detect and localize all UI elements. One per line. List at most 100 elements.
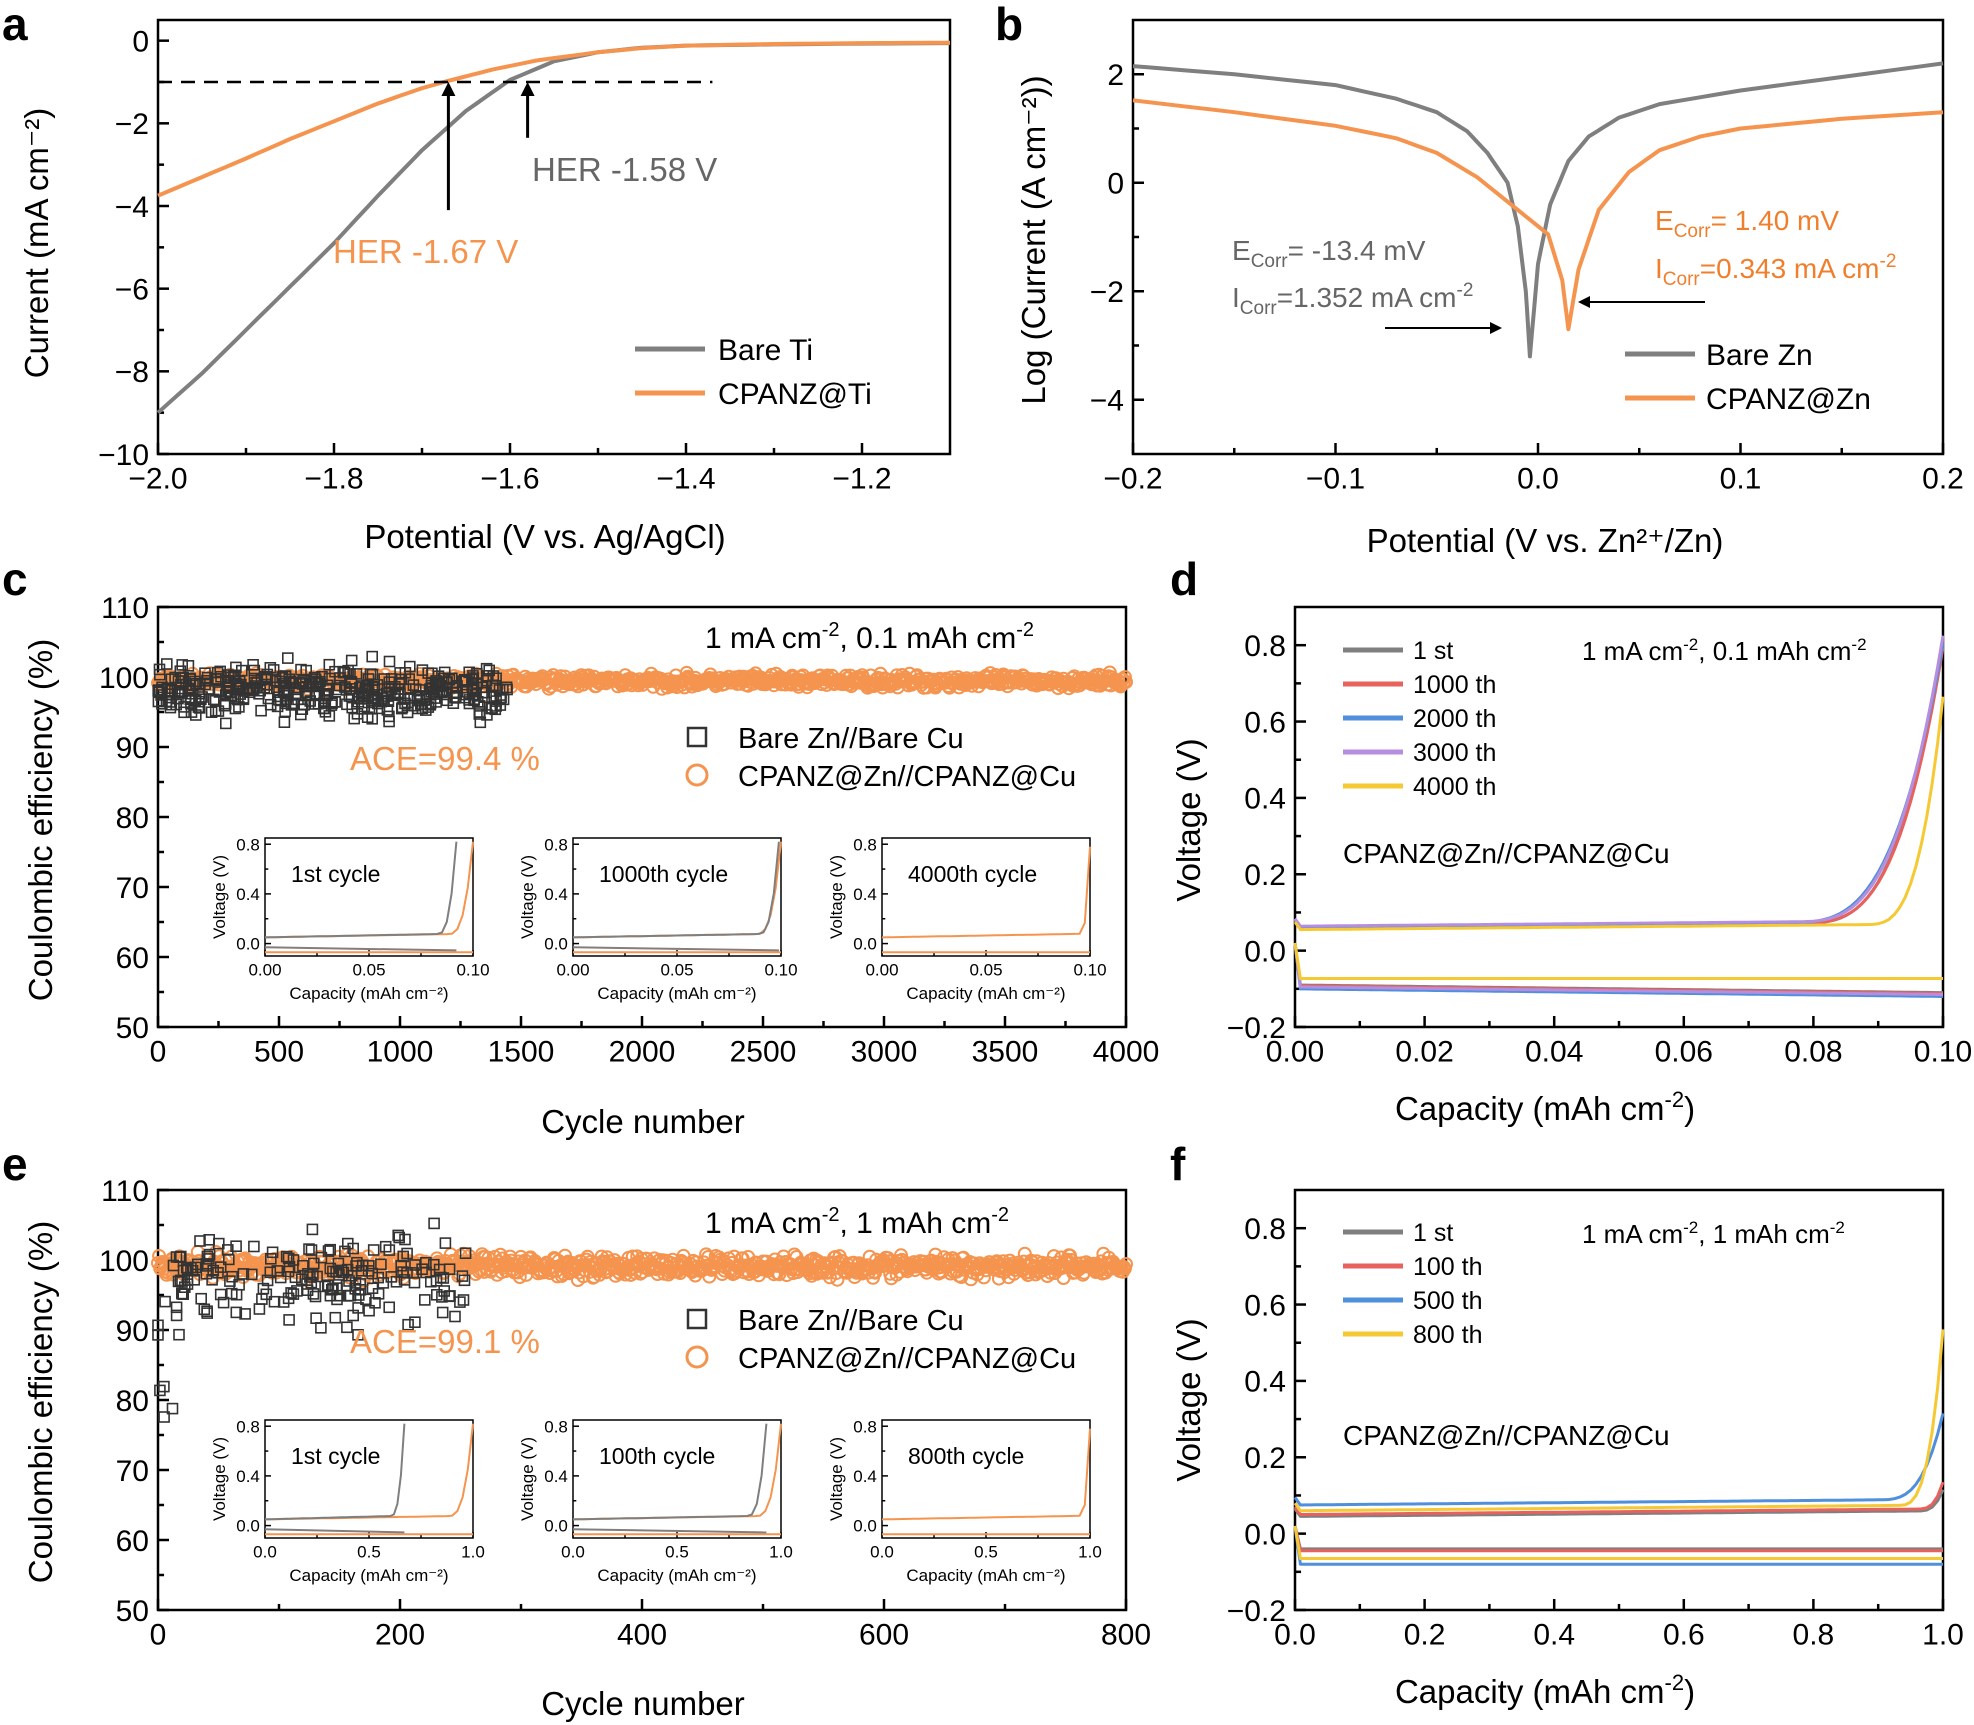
panel-b-xtick-label: 0.1 <box>1720 463 1762 496</box>
panel-c-point-bare <box>161 658 173 670</box>
panel-c-point-bare <box>279 670 292 682</box>
panel-e-point-bare <box>341 1263 354 1276</box>
panel-d-ytick-label: 0.4 <box>1244 783 1286 816</box>
panel-c-inset-1-ytick-label: 0.0 <box>236 935 260 954</box>
panel-c-inset-2-gray-strip <box>572 946 779 952</box>
panel-c-ytick-label: 80 <box>116 802 149 835</box>
panel-e-point-bare <box>459 1247 472 1259</box>
panel-e-inset-2-xtick-label: 0.5 <box>665 1543 689 1562</box>
panel-c-point-bare <box>298 698 311 711</box>
panel-c-inset-1-xtick-label: 0.10 <box>456 961 489 980</box>
panel-d-xtick-label: 0.06 <box>1655 1036 1713 1069</box>
panel-e-point-bare <box>367 1244 380 1256</box>
panel-c-point-bare <box>169 671 181 684</box>
panel-e-point-bare <box>343 1275 355 1287</box>
panel-e-point-bare <box>356 1259 369 1272</box>
panel-c-point-bare <box>193 695 205 708</box>
panel-a-ytick-label: 0 <box>132 25 149 58</box>
panel-a-series-cpanz-ti <box>157 40 951 198</box>
panel-c-point-bare <box>401 706 414 719</box>
panel-c-point-bare <box>281 652 294 664</box>
panel-c-point-bare <box>466 688 479 701</box>
panel-e-inset-1-title: 1st cycle <box>291 1443 380 1469</box>
panel-d-condition: 1 mA cm-2, 0.1 mAh cm-2 <box>1582 635 1867 666</box>
panel-e-point-bare <box>266 1246 279 1259</box>
panel-e-inset-1-gray-strip <box>264 1528 405 1534</box>
panel-e-point-bare <box>418 1294 431 1306</box>
panel-c-point-bare <box>487 679 499 692</box>
panel-c-point-bare <box>366 650 379 663</box>
panel-e-point-bare <box>430 1289 443 1301</box>
panel-b-icorr-cpanz: ICorr=0.343 mA cm-2 <box>1655 251 1896 290</box>
panel-e-xtick-label: 600 <box>859 1619 909 1652</box>
panel-c-point-bare <box>356 687 369 700</box>
panel-c-ylabel: Coulombic efficiency (%) <box>22 639 59 1002</box>
panel-c-inset-1-title: 1st cycle <box>291 861 380 887</box>
panel-c-point-bare <box>248 664 261 677</box>
panel-e-point-bare <box>438 1285 451 1297</box>
panel-d-ytick-label: −0.2 <box>1227 1012 1286 1045</box>
panel-e-point-bare <box>185 1261 197 1274</box>
panel-c-inset-3-xlabel: Capacity (mAh cm⁻²) <box>906 984 1065 1003</box>
panel-a-xtick-label: −2.0 <box>128 463 187 496</box>
panel-e-point-bare <box>233 1279 245 1291</box>
panel-d-xtick-label: 0.04 <box>1525 1036 1583 1069</box>
panel-e-inset-2-xtick-label: 0.0 <box>561 1543 585 1562</box>
panel-c-point-bare <box>329 665 341 678</box>
panel-label-e: e <box>2 1138 28 1190</box>
panel-c-point-bare <box>478 686 490 699</box>
panel-c-point-bare <box>411 694 424 707</box>
panel-d-plate-3 <box>1293 635 1945 928</box>
panel-d-legend-label-0: 1 st <box>1413 637 1453 665</box>
panel-c-point-bare <box>285 699 298 711</box>
panel-e-point-cpanz <box>976 1270 991 1285</box>
panel-e-inset-2-ytick-label: 0.0 <box>544 1517 568 1536</box>
panel-e-point-bare <box>315 1322 327 1334</box>
panel-f-ytick-label: 0.8 <box>1244 1213 1286 1246</box>
panel-c-inset-2-ytick-label: 0.0 <box>544 935 568 954</box>
panel-e-point-bare <box>392 1229 405 1242</box>
panel-c-point-bare <box>433 686 446 698</box>
panel-c-inset-3-ytick-label: 0.8 <box>853 835 877 854</box>
panel-e-point-bare <box>246 1268 258 1281</box>
panel-e-point-bare <box>397 1266 409 1278</box>
panel-d-ytick-label: 0.6 <box>1244 706 1286 739</box>
panel-e-inset-2-ytick-label: 0.8 <box>544 1417 568 1436</box>
panel-d-ytick-label: 0.2 <box>1244 859 1286 892</box>
panel-a-frame <box>156 18 952 456</box>
panel-f-xtick-label: 0.0 <box>1274 1619 1316 1652</box>
panel-e-point-bare <box>158 1380 170 1393</box>
panel-e-point-bare <box>420 1257 432 1269</box>
panel-c-point-bare <box>364 668 377 680</box>
panel-e-point-bare <box>304 1271 316 1283</box>
panel-label-a: a <box>2 0 28 50</box>
panel-e-ytick-label: 50 <box>116 1595 149 1628</box>
panel-a-arrow-bare-head <box>520 82 535 96</box>
panel-c-xtick-label: 0 <box>150 1036 167 1069</box>
panel-e-inset-3-xtick-label: 1.0 <box>1078 1543 1102 1562</box>
panel-e-ytick-label: 60 <box>116 1525 149 1558</box>
panel-f-condition: 1 mA cm-2, 1 mAh cm-2 <box>1582 1218 1845 1249</box>
panel-b-legend-bare: Bare Zn <box>1706 339 1813 372</box>
panel-a-annotation-cpanz: HER -1.67 V <box>333 233 518 270</box>
panel-e-point-cpanz <box>1119 1257 1133 1272</box>
panel-c-inset-2-xtick-label: 0.00 <box>556 961 589 980</box>
panel-f-ytick-label: 0.6 <box>1244 1289 1286 1322</box>
panel-f-plate-1 <box>1293 1481 1945 1516</box>
panel-f-xlabel: Capacity (mAh cm-2) <box>1395 1670 1695 1710</box>
panel-c-inset-3-xtick-label: 0.05 <box>969 961 1002 980</box>
panel-c-point-bare <box>381 704 394 716</box>
panel-e-point-bare <box>170 1301 183 1314</box>
panel-c-inset-3-xtick-label: 0.00 <box>865 961 898 980</box>
panel-c-point-bare <box>172 687 185 699</box>
panel-b-ecorr-cpanz: ECorr= 1.40 mV <box>1655 205 1839 242</box>
panel-c-point-bare <box>383 710 395 723</box>
panel-c-point-bare <box>233 675 246 688</box>
panel-c-point-bare <box>449 691 462 703</box>
panel-c-point-bare <box>278 716 291 729</box>
panel-c-ytick-label: 60 <box>116 942 149 975</box>
panel-e-inset-2-ylabel: Voltage (V) <box>518 1437 537 1521</box>
panel-f-xtick-label: 0.2 <box>1404 1619 1446 1652</box>
panel-e-point-bare <box>398 1274 411 1286</box>
panel-d-xlabel: Capacity (mAh cm-2) <box>1395 1087 1695 1127</box>
